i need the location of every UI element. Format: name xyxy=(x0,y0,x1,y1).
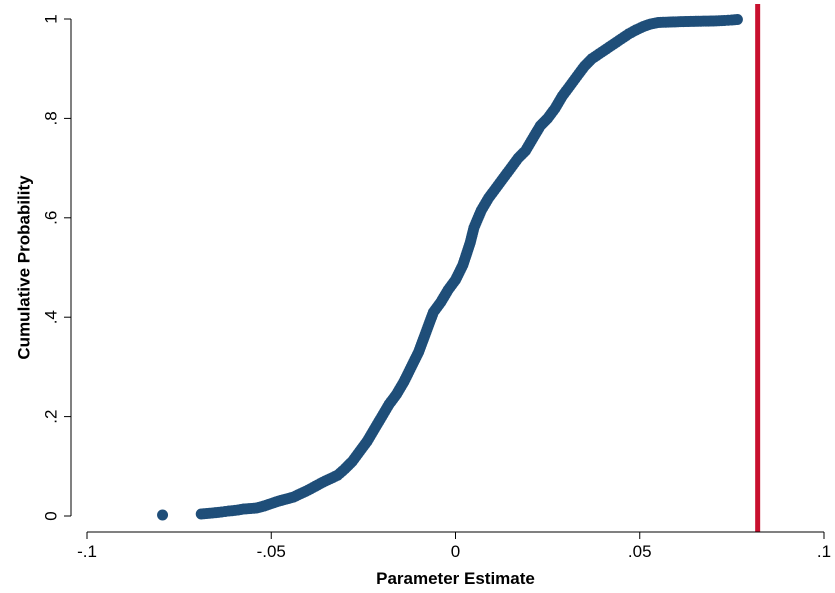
x-axis-title: Parameter Estimate xyxy=(376,569,535,588)
x-tick-label: .1 xyxy=(817,542,831,561)
y-tick-label: 1 xyxy=(42,14,61,23)
y-tick-label: .4 xyxy=(42,310,61,324)
data-point xyxy=(731,13,743,25)
x-tick-label: -.1 xyxy=(77,542,97,561)
axes xyxy=(70,19,824,533)
plot-area xyxy=(157,4,761,532)
y-axis-ticks: 0 .2 .4 .6 .8 1 xyxy=(42,14,71,521)
y-axis-title: Cumulative Probability xyxy=(15,175,34,360)
x-tick-label: 0 xyxy=(451,542,460,561)
y-tick-label: .2 xyxy=(42,410,61,424)
y-tick-label: .6 xyxy=(42,211,61,225)
y-tick-label: 0 xyxy=(42,511,61,520)
x-axis-ticks: -.1 -.05 0 .05 .1 xyxy=(77,532,831,561)
x-tick-label: -.05 xyxy=(257,542,286,561)
data-point xyxy=(157,509,169,521)
x-tick-label: .05 xyxy=(628,542,652,561)
y-tick-label: .8 xyxy=(42,111,61,125)
